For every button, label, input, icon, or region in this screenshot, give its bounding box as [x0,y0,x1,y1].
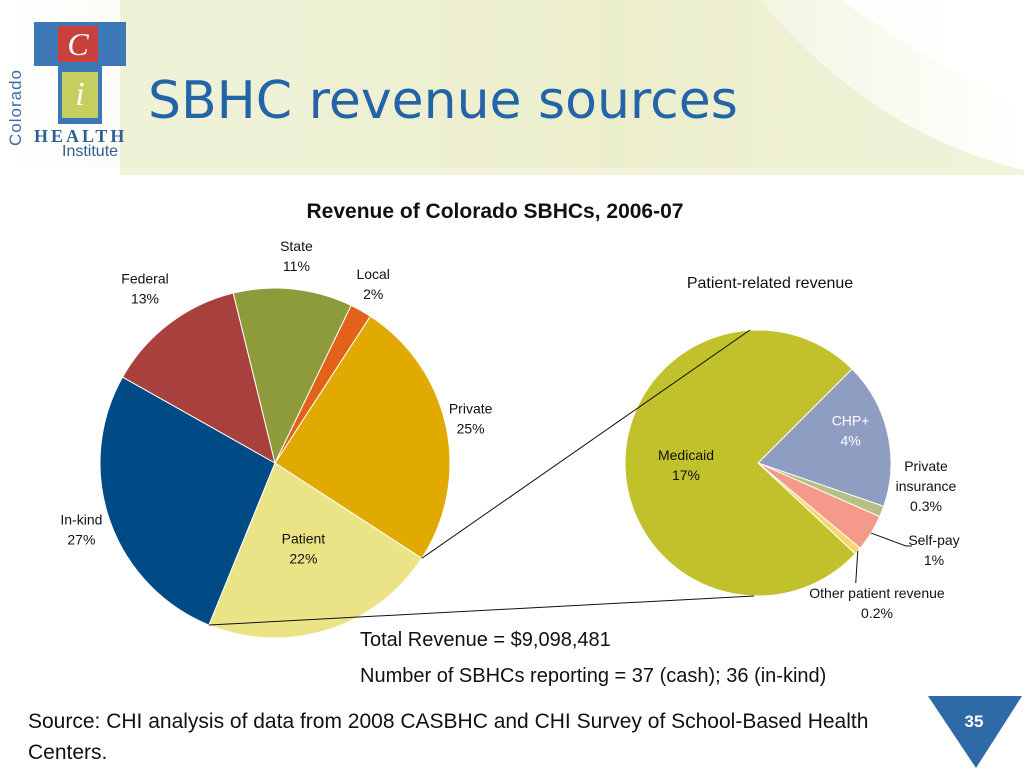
breakout-title: Patient-related revenue [687,275,853,292]
breakout-slice-medicaid [624,329,856,597]
pie-slice-patient [208,462,423,639]
logo-word-institute: Institute [62,143,119,160]
chart-title: Revenue of Colorado SBHCs, 2006-07 [306,200,684,223]
pie-label-in-kind: In-kind 27% [60,511,102,547]
page-number: 35 [964,712,984,731]
pie-label-private: Private 25% [449,400,493,436]
connector-line-top [421,329,751,559]
logo-c-block: C [34,22,126,66]
connector-line-bottom [208,595,755,626]
breakout-label-other-patient-revenue: Other patient revenue 0.2% [809,585,945,621]
logo-i-block: i [58,66,102,124]
pie-label-local: Local 2% [356,266,389,302]
breakout-leader-other-patient-revenue [855,550,859,584]
breakout-label-private-insurance: Private insurance 0.3% [896,458,957,514]
breakout-label-medicaid: Medicaid 17% [658,447,714,483]
breakout-slice-chp [757,368,892,507]
slide-title: SBHC revenue sources [148,71,738,131]
breakout-label-self-pay: Self-pay 1% [908,532,959,568]
pie-label-federal: Federal 13% [121,271,168,307]
sbhc-count-text: Number of SBHCs reporting = 37 (cash); 3… [360,665,827,687]
pie-slice-state [232,287,352,465]
source-note: Source: CHI analysis of data from 2008 C… [28,710,869,764]
total-revenue-text: Total Revenue = $9,098,481 [360,629,611,651]
logo-word-health: HEALTH [34,126,128,146]
page-number-tab [928,696,1022,768]
logo-letter-c: C [58,26,98,62]
pie-slice-federal [121,292,276,465]
pie-label-patient: Patient 22% [282,531,326,567]
pie-slice-in-kind [99,376,276,626]
pie-slice-private [274,315,451,560]
pie-slice-local [274,304,372,464]
breakout-label-chp: CHP+ 4% [832,413,870,449]
logo-letter-i: i [62,72,98,118]
header-swoosh [120,0,1024,175]
breakout-leader-self-pay [870,532,912,547]
pie-label-state: State 11% [280,238,313,274]
